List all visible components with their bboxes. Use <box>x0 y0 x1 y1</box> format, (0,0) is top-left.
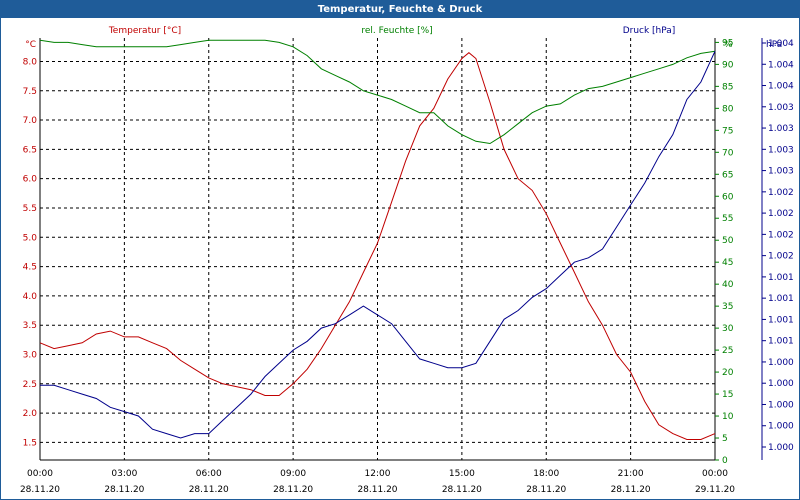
right-tick-label: 1.001 <box>768 294 794 304</box>
mid-tick-label: 75 <box>722 126 733 136</box>
mid-tick-label: 5 <box>722 434 728 444</box>
x-tick-time: 09:00 <box>280 469 306 479</box>
series-line <box>39 39 716 145</box>
right-tick-label: 1.004 <box>768 82 794 92</box>
series-line <box>39 52 716 440</box>
right-tick-label: 1.002 <box>768 230 794 240</box>
mid-tick-label: 80 <box>722 104 734 114</box>
x-tick-date: 28.11.20 <box>273 485 313 495</box>
x-tick-date: 28.11.20 <box>189 485 229 495</box>
x-tick-date: 28.11.20 <box>526 485 566 495</box>
right-tick-label: 1.001 <box>768 315 794 325</box>
left-tick-label: 2.5 <box>23 380 37 390</box>
right-tick-label: 1.002 <box>768 209 794 219</box>
mid-tick-label: 10 <box>722 412 734 422</box>
middle-unit-label: % <box>724 40 733 50</box>
right-tick-label: 1.001 <box>768 273 794 283</box>
mid-tick-label: 15 <box>722 390 733 400</box>
left-tick-label: 6.0 <box>23 175 38 185</box>
right-tick-label: 1.003 <box>768 103 794 113</box>
mid-tick-label: 90 <box>722 60 734 70</box>
mid-tick-label: 30 <box>722 324 734 334</box>
right-tick-label: 1.001 <box>768 337 794 347</box>
mid-tick-label: 55 <box>722 214 733 224</box>
x-tick-time: 18:00 <box>533 469 559 479</box>
left-tick-label: 3.0 <box>23 351 38 361</box>
mid-tick-label: 65 <box>722 170 733 180</box>
mid-tick-label: 35 <box>722 302 733 312</box>
series-line <box>40 50 716 439</box>
left-tick-label: 5.0 <box>23 233 38 243</box>
left-tick-label: 4.0 <box>23 292 38 302</box>
mid-tick-label: 40 <box>722 280 734 290</box>
mid-tick-label: 70 <box>722 148 734 158</box>
right-tick-label: 1.000 <box>768 379 794 389</box>
x-tick-time: 00:00 <box>702 469 728 479</box>
mid-tick-label: 50 <box>722 236 734 246</box>
mid-tick-label: 0 <box>722 456 728 466</box>
x-tick-date: 29.11.20 <box>695 485 735 495</box>
legend-entry: Temperatur [°C] <box>108 26 181 36</box>
x-tick-time: 00:00 <box>27 469 53 479</box>
right-unit-label: hPa <box>766 40 782 50</box>
right-tick-label: 1.003 <box>768 145 794 155</box>
left-tick-label: 1.5 <box>23 438 37 448</box>
x-tick-date: 28.11.20 <box>357 485 397 495</box>
legend-entry: rel. Feuchte [%] <box>361 26 432 36</box>
right-tick-label: 1.000 <box>768 443 794 453</box>
mid-tick-label: 60 <box>722 192 734 202</box>
left-unit-label: °C <box>25 40 36 50</box>
right-tick-label: 1.000 <box>768 422 794 432</box>
right-tick-label: 1.000 <box>768 400 794 410</box>
left-tick-label: 8.0 <box>23 57 38 67</box>
left-tick-label: 7.5 <box>23 87 37 97</box>
x-tick-time: 15:00 <box>449 469 475 479</box>
mid-tick-label: 85 <box>722 82 733 92</box>
x-tick-time: 03:00 <box>111 469 137 479</box>
left-tick-label: 5.5 <box>23 204 37 214</box>
x-tick-date: 28.11.20 <box>104 485 144 495</box>
x-tick-date: 28.11.20 <box>611 485 651 495</box>
right-tick-label: 1.000 <box>768 358 794 368</box>
mid-tick-label: 45 <box>722 258 733 268</box>
chart-title: Temperatur, Feuchte & Druck <box>1 1 799 18</box>
x-tick-date: 28.11.20 <box>442 485 482 495</box>
right-tick-label: 1.002 <box>768 252 794 262</box>
x-tick-time: 06:00 <box>196 469 222 479</box>
mid-tick-label: 95 <box>722 38 733 48</box>
right-tick-label: 1.002 <box>768 188 794 198</box>
x-tick-date: 28.11.20 <box>20 485 60 495</box>
x-tick-time: 12:00 <box>365 469 391 479</box>
left-tick-label: 3.5 <box>23 321 37 331</box>
right-tick-label: 1.003 <box>768 124 794 134</box>
x-tick-time: 21:00 <box>618 469 644 479</box>
left-tick-label: 7.0 <box>23 116 38 126</box>
mid-tick-label: 25 <box>722 346 733 356</box>
left-tick-label: 2.0 <box>23 409 38 419</box>
legend-entry: Druck [hPa] <box>623 26 676 36</box>
left-tick-label: 4.5 <box>23 263 37 273</box>
right-tick-label: 1.004 <box>768 39 794 49</box>
left-tick-label: 6.5 <box>23 145 37 155</box>
mid-tick-label: 20 <box>722 368 734 378</box>
right-tick-label: 1.004 <box>768 60 794 70</box>
right-tick-label: 1.003 <box>768 167 794 177</box>
